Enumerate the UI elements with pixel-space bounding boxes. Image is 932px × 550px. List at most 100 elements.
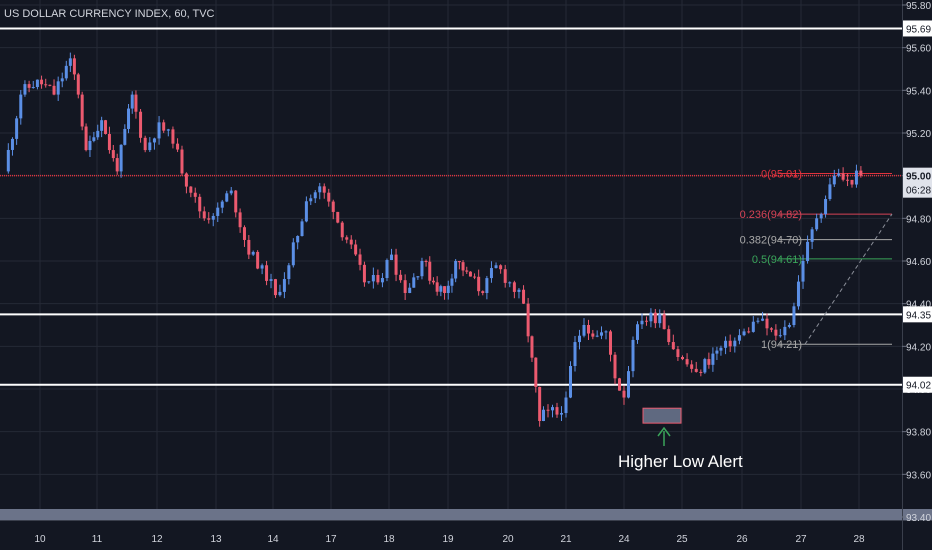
candle-body — [424, 261, 428, 262]
candle-body — [362, 264, 366, 283]
x-tick-label: 18 — [383, 534, 395, 545]
candle-body — [685, 359, 689, 365]
level-price-tag[interactable] — [903, 306, 932, 323]
annotation-layer[interactable] — [642, 407, 682, 446]
candle-body — [309, 198, 313, 202]
candle-body — [569, 366, 572, 398]
candle-body — [247, 239, 251, 255]
candle-body — [27, 84, 31, 88]
candle-body — [465, 270, 469, 272]
candle-body — [542, 409, 545, 421]
candle-body — [446, 285, 450, 293]
candle-body — [431, 280, 435, 283]
candle-body — [783, 326, 787, 336]
higher-low-annotation[interactable]: Higher Low Alert — [618, 452, 743, 471]
horizontal-levels[interactable] — [0, 27, 902, 386]
x-tick-label: 20 — [502, 534, 514, 545]
candle-body — [100, 120, 104, 131]
level-price-tag[interactable] — [903, 20, 932, 37]
candle-body — [88, 140, 92, 151]
candle-body — [719, 347, 723, 351]
candle-body — [358, 254, 362, 265]
candle-body — [345, 237, 349, 240]
x-tick-label: 24 — [618, 534, 630, 545]
x-tick-label: 27 — [795, 534, 807, 545]
candle-body — [761, 318, 765, 321]
candle-body — [96, 130, 100, 138]
candle-body — [653, 312, 657, 324]
candle-body — [859, 170, 863, 176]
candle-body — [354, 244, 358, 255]
candle-body — [578, 335, 581, 343]
candlestick-series — [6, 52, 863, 427]
x-tick-label: 26 — [736, 534, 748, 545]
y-tick-label: 95.40 — [906, 86, 931, 97]
candle-body — [428, 261, 432, 281]
candle-body — [115, 158, 119, 172]
candle-body — [582, 325, 586, 336]
candle-body — [774, 329, 778, 336]
candle-body — [450, 278, 454, 286]
candle-body — [412, 277, 416, 288]
candle-body — [564, 397, 568, 414]
timeline-scrollbar[interactable] — [0, 509, 932, 520]
candle-body — [367, 281, 371, 283]
candle-body — [180, 149, 184, 174]
candle-body — [23, 84, 27, 95]
candle-body — [841, 173, 845, 180]
candle-body — [636, 324, 639, 340]
candle-body — [846, 179, 850, 181]
candle-body — [526, 303, 530, 337]
candle-body — [184, 173, 188, 187]
candle-body — [193, 192, 197, 197]
candle-body — [560, 413, 563, 415]
candle-body — [148, 142, 152, 151]
fib-level-label: 0.236(94.82) — [740, 209, 802, 221]
candle-body — [468, 271, 472, 277]
candle-body — [627, 371, 630, 398]
level-price-tag-label: 94.35 — [906, 310, 931, 321]
higher-low-box[interactable] — [642, 407, 682, 424]
fibonacci-retracement[interactable]: 0(95.01) 0.236(94.82) 0.382(94.70) 0.5(94.6… — [740, 169, 893, 352]
current-price-tag[interactable] — [903, 167, 932, 198]
candle-body — [143, 137, 147, 151]
candle-body — [806, 241, 810, 261]
candle-body — [690, 364, 694, 369]
y-tick-label: 93.60 — [906, 470, 931, 481]
candle-body — [300, 221, 304, 237]
candle-body — [662, 314, 666, 330]
candle-body — [711, 353, 715, 365]
candle-body — [435, 282, 439, 292]
candle-body — [733, 340, 737, 347]
fib-trend-line[interactable] — [804, 213, 893, 345]
candle-body — [787, 325, 791, 327]
candle-body — [104, 120, 108, 134]
candle-body — [242, 227, 246, 240]
candle-body — [810, 229, 814, 242]
y-tick-label: 95.80 — [906, 1, 931, 12]
candle-body — [473, 276, 477, 278]
candle-body — [331, 201, 335, 212]
candle-body — [454, 261, 458, 279]
y-tick-label: 94.20 — [906, 342, 931, 353]
candle-body — [715, 350, 719, 354]
candle-body — [538, 386, 542, 421]
candle-body — [640, 320, 644, 325]
y-tick-label: 94.60 — [906, 257, 931, 268]
candle-body — [443, 286, 447, 293]
candle-body — [517, 289, 521, 292]
candle-body — [551, 407, 554, 411]
x-tick-label: 13 — [210, 534, 222, 545]
candle-body — [503, 269, 507, 283]
candle-body — [31, 87, 35, 89]
candle-body — [234, 190, 238, 213]
candle-body — [72, 58, 76, 75]
arrow-head-icon — [657, 426, 671, 437]
level-price-tag[interactable] — [903, 376, 932, 393]
candle-body — [139, 111, 143, 138]
candle-body — [162, 122, 166, 131]
candle-body — [854, 170, 858, 185]
bar-countdown-label: 06:28 — [906, 186, 931, 197]
